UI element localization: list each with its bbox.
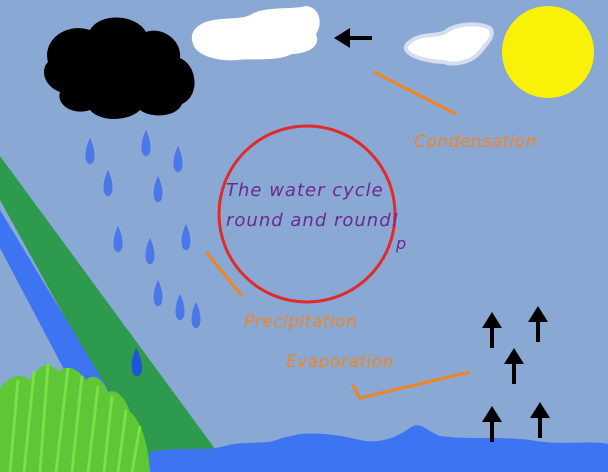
arrow-up-icon xyxy=(482,312,502,348)
condensing-cloud-icon xyxy=(403,22,494,66)
precipitation-connector xyxy=(204,251,244,297)
label-condensation: Condensation xyxy=(414,132,537,152)
sun-icon xyxy=(502,6,594,98)
title-line-1: The water cycle xyxy=(226,180,384,201)
raindrop-icon xyxy=(181,224,191,250)
raindrop-icon xyxy=(191,302,201,328)
raindrop-icon xyxy=(153,176,163,202)
raindrop-icon xyxy=(141,130,151,156)
evaporation-arrows xyxy=(482,306,550,442)
hillside-land xyxy=(0,156,232,472)
arrow-up-icon xyxy=(504,348,524,384)
raindrop-icon xyxy=(153,280,163,306)
raindrop-icon xyxy=(85,138,95,164)
raindrop-icon xyxy=(145,238,155,264)
raindrop-icon xyxy=(175,294,185,320)
label-precipitation: Precipitation xyxy=(244,312,358,332)
white-cloud-icon xyxy=(191,6,320,61)
cycle-circle xyxy=(217,124,397,304)
arrow-up-icon xyxy=(530,402,550,438)
black-cloud-icon xyxy=(44,17,195,119)
grass-patch xyxy=(0,363,150,472)
sea-water xyxy=(150,425,608,472)
raindrop-icon xyxy=(103,170,113,196)
condensation-connector xyxy=(373,70,457,116)
arrow-left-icon xyxy=(334,28,372,48)
label-evaporation: Evaporation xyxy=(286,352,394,372)
arrow-up-icon xyxy=(482,406,502,442)
arrow-up-icon xyxy=(528,306,548,342)
raindrop-icon xyxy=(173,146,183,172)
evaporation-connector xyxy=(350,370,471,400)
title-mark: p xyxy=(396,234,407,253)
title-line-2: round and round! xyxy=(226,210,400,231)
river-raindrop-icon xyxy=(131,348,143,376)
raindrops xyxy=(85,130,201,328)
raindrop-icon xyxy=(113,226,123,252)
